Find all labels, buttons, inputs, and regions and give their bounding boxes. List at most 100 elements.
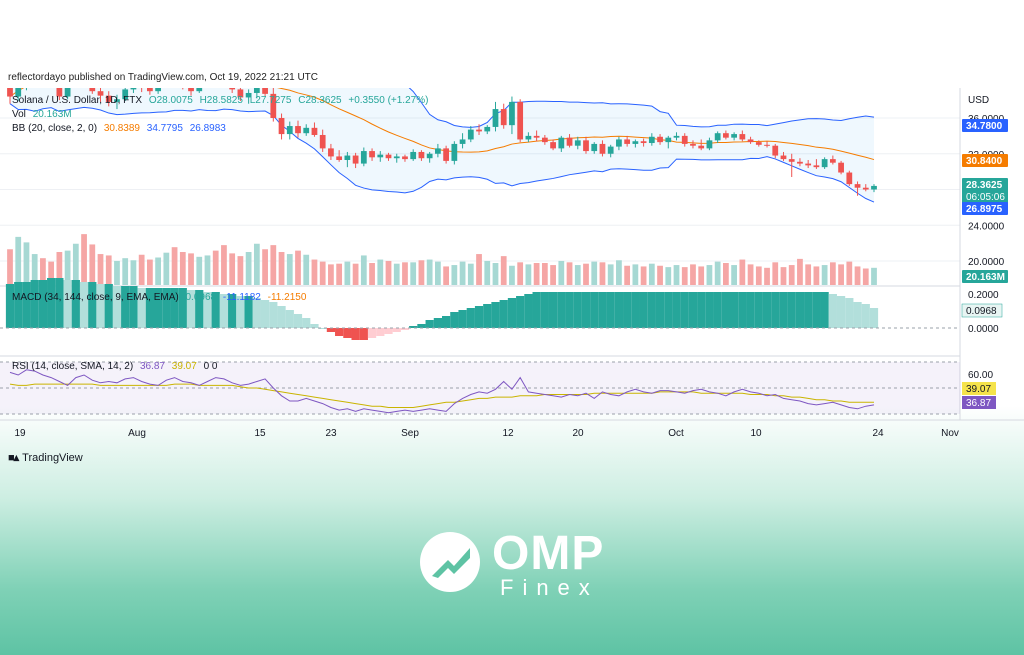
countdown-label: 06:05:06 [966, 192, 1005, 203]
candle-body [862, 187, 869, 190]
volume-bar [204, 255, 211, 285]
macd-bar [466, 308, 475, 328]
omp-brand-subtext: Finex [500, 575, 599, 600]
candle-body [147, 88, 153, 92]
publisher-credit: reflectordayo published on TradingView.c… [8, 72, 318, 83]
candle-body [566, 137, 573, 146]
volume-bar [525, 264, 532, 285]
macd-label[interactable]: MACD (34, 144, close, 9, EMA, EMA) [12, 292, 179, 303]
tradingview-logo[interactable]: ■▴ TradingView [8, 451, 83, 465]
macd-bar [63, 280, 72, 328]
volume-bar [583, 263, 589, 285]
macd-bar [260, 300, 270, 328]
candle-body [262, 88, 268, 94]
macd-bar [211, 292, 220, 328]
price-chart[interactable]: USD36.000032.000028.000024.000020.000034… [0, 0, 1024, 470]
volume-bar [155, 257, 161, 285]
macd-bar [516, 296, 525, 328]
volume-bar [418, 260, 425, 285]
volume-bar [360, 255, 367, 285]
candle-body [492, 109, 499, 127]
volume-bar [188, 253, 194, 285]
rsi-badge [962, 396, 996, 409]
candle-body [97, 91, 104, 96]
volume-bar [40, 258, 46, 285]
volume-bar [31, 254, 38, 285]
candlesticks [7, 88, 877, 196]
macd-bar [869, 308, 879, 328]
volume-bar [262, 249, 268, 285]
macd-bar [540, 292, 549, 328]
candle-body [377, 154, 384, 158]
rsi-label[interactable]: RSI (14, close, SMA, 14, 2) [12, 361, 134, 372]
volume-bar [599, 262, 606, 285]
rsi-line [9, 369, 875, 414]
candle-body [426, 153, 433, 159]
candle-body [797, 161, 803, 164]
candle-body [829, 159, 836, 163]
price-badge [962, 270, 1008, 283]
volume-bar [829, 262, 836, 285]
bollinger-bands [9, 88, 875, 203]
price-badge-label: 30.8400 [966, 156, 1003, 167]
rsi-badge-label: 39.07 [966, 384, 991, 395]
candle-body [599, 143, 606, 154]
candle-body [114, 99, 120, 102]
bb-label[interactable]: BB (20, close, 2, 0) [12, 123, 98, 134]
volume-bars [7, 234, 877, 285]
volume-bar [7, 249, 13, 285]
macd-bar [688, 292, 698, 328]
volume-bar [846, 261, 853, 285]
price-unit-label: USD [968, 95, 989, 106]
symbol-name[interactable]: Solana / U.S. Dollar, 1D, FTX [12, 95, 143, 106]
macd-bar [483, 304, 492, 328]
volume-bar [591, 261, 598, 285]
volume-bar [23, 242, 30, 285]
macd-bar [771, 292, 780, 328]
rsi-extra-value: 0 0 [203, 361, 218, 372]
candle-body [747, 139, 754, 143]
candle-body [681, 135, 688, 144]
time-tick-label: Aug [128, 428, 146, 439]
macd-bar [392, 328, 401, 332]
candle-body [56, 88, 63, 97]
macd-bar [178, 288, 187, 328]
candle-body [418, 151, 425, 159]
volume-bar [410, 262, 417, 285]
volume-bar [245, 252, 252, 285]
volume-bar [755, 266, 762, 285]
macd-bar [762, 292, 772, 328]
bb-basis-value: 30.8389 [103, 123, 140, 134]
price-badge [962, 178, 1008, 204]
macd-bar [154, 288, 163, 328]
candle-body [805, 163, 812, 166]
volume-bar [459, 261, 466, 285]
tradingview-name: TradingView [22, 451, 83, 464]
volume-bar [574, 265, 581, 285]
volume-bar [56, 252, 63, 285]
macd-bar [121, 286, 130, 328]
candle-body [311, 127, 318, 135]
volume-bar [797, 258, 803, 285]
candle-body [253, 88, 260, 93]
candle-body [640, 141, 647, 144]
volume-bar [393, 263, 400, 285]
candle-body [393, 156, 400, 159]
macd-bar [647, 292, 656, 328]
macd-bar [47, 278, 56, 328]
volume-bar [616, 260, 622, 285]
macd-bar [55, 278, 64, 328]
volume-bar [862, 268, 869, 285]
time-tick-label: 15 [254, 428, 266, 439]
macd-bar [795, 292, 805, 328]
macd-signal-value: -11.2150 [267, 292, 307, 303]
candle-body [558, 137, 565, 149]
volume-bar [640, 266, 647, 285]
volume-bar [122, 258, 129, 285]
volume-bar [624, 265, 631, 285]
candle-body [7, 88, 13, 97]
time-tick-label: Oct [668, 428, 684, 439]
volume-bar [253, 243, 260, 285]
vol-label[interactable]: Vol [12, 109, 26, 120]
omp-logo-icon [420, 532, 480, 592]
